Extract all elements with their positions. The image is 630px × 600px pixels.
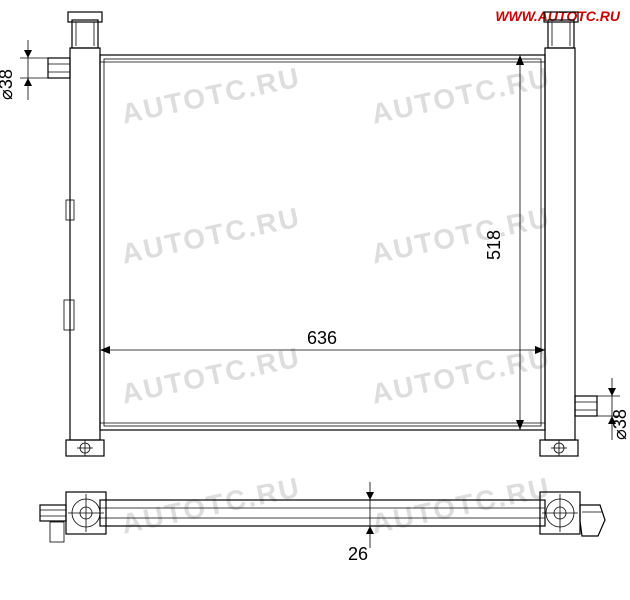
dim-thickness: 26	[330, 482, 380, 564]
dim-width: 636	[100, 320, 545, 360]
dim-port-right: ⌀38	[597, 378, 630, 440]
svg-text:636: 636	[307, 328, 337, 348]
left-tank	[48, 12, 104, 456]
dim-height: 518	[480, 55, 530, 430]
radiator-core	[100, 55, 545, 430]
right-tank	[540, 12, 597, 456]
svg-text:⌀38: ⌀38	[0, 69, 16, 100]
svg-text:⌀38: ⌀38	[610, 409, 630, 440]
technical-drawing: ⌀38 ⌀38 518 636	[0, 0, 630, 600]
svg-text:26: 26	[348, 544, 368, 564]
svg-text:518: 518	[484, 230, 504, 260]
radiator-top-view	[40, 492, 605, 542]
dim-port-left: ⌀38	[0, 40, 48, 100]
